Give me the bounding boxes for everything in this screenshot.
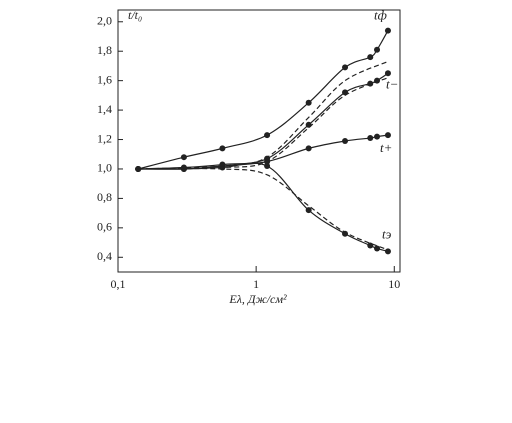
data-point <box>342 64 349 71</box>
data-point <box>367 135 374 142</box>
data-point <box>264 132 271 139</box>
y-tick-label: 0,6 <box>97 220 112 234</box>
data-point <box>264 163 271 170</box>
series-label: t+ <box>380 140 392 155</box>
x-tick-label: 0,1 <box>111 277 126 291</box>
y-tick-label: 1,0 <box>97 161 112 175</box>
y-tick-label: 1,8 <box>97 43 112 57</box>
data-point <box>367 242 374 249</box>
data-point <box>374 133 381 140</box>
data-point <box>342 138 349 144</box>
series-line <box>138 60 389 170</box>
data-point <box>374 245 381 252</box>
y-tick-label: 2,0 <box>97 14 112 28</box>
y-tick-label: 0,8 <box>97 190 112 204</box>
series-line <box>138 30 389 170</box>
series-label: t− <box>386 76 398 91</box>
y-tick-label: 1,6 <box>97 72 112 86</box>
data-point <box>180 154 187 161</box>
y-tick-label: 0,4 <box>97 249 112 263</box>
y-tick-label: 1,4 <box>97 102 112 116</box>
y-axis-label: t/t₀ <box>128 8 142 22</box>
data-point <box>305 121 312 128</box>
x-tick-label: 10 <box>388 277 400 291</box>
data-point <box>384 27 391 34</box>
y-tick-label: 1,2 <box>97 131 112 145</box>
series-line <box>138 72 389 170</box>
data-point <box>305 145 312 152</box>
data-point <box>384 248 391 255</box>
data-point <box>367 54 374 61</box>
x-axis-label: Eλ, Дж/см² <box>228 292 287 306</box>
series-line <box>138 167 389 251</box>
data-point <box>374 46 381 53</box>
series-line <box>138 77 389 170</box>
data-point <box>384 70 391 77</box>
data-point <box>305 207 312 214</box>
data-point <box>342 230 349 237</box>
x-tick-label: 1 <box>253 277 259 291</box>
series-label: tф <box>374 8 387 23</box>
series-label: tэ <box>382 226 392 241</box>
series-line <box>138 162 389 252</box>
data-point <box>384 132 391 139</box>
data-point <box>219 145 226 152</box>
data-point <box>305 99 312 106</box>
plot-frame <box>117 9 401 273</box>
